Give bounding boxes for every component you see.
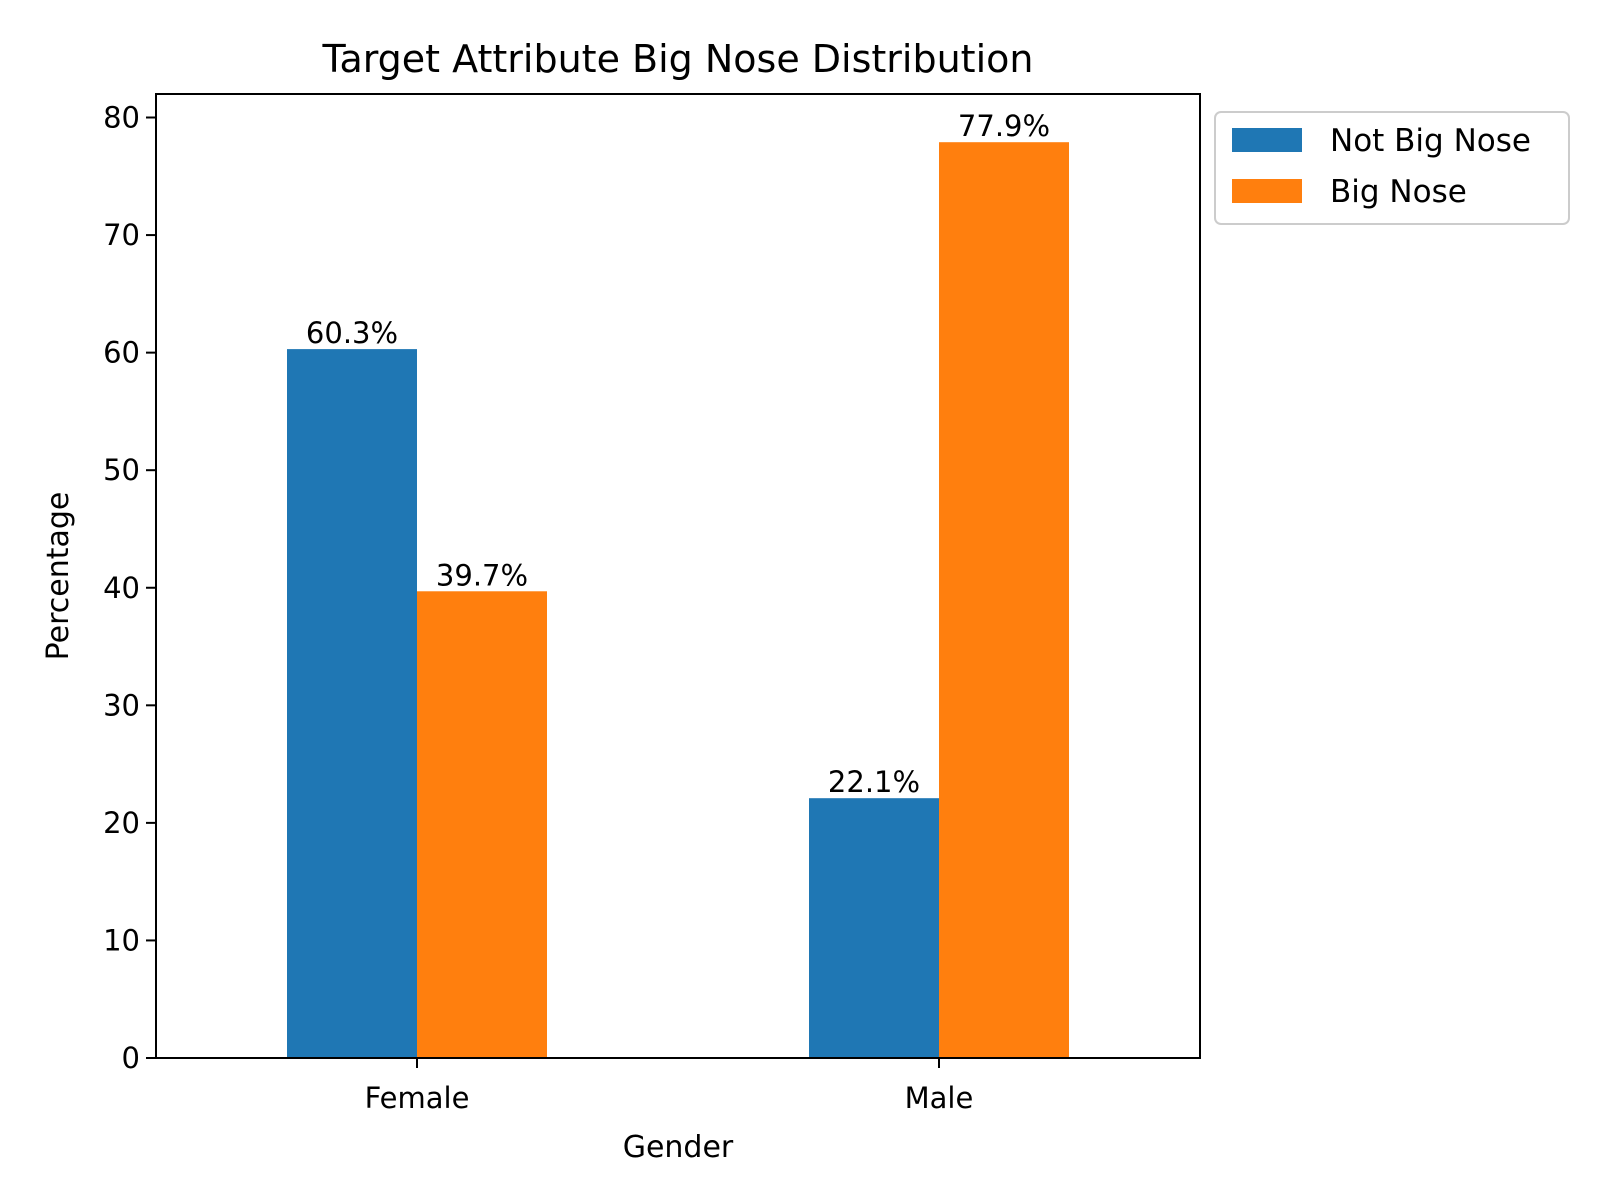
y-tick-label: 60 [103, 336, 140, 370]
y-axis-label: Percentage [41, 492, 76, 661]
data-label: 22.1% [828, 765, 920, 799]
bars-layer [287, 142, 1069, 1059]
bar-female-series-0 [287, 349, 417, 1059]
data-label: 39.7% [436, 558, 528, 592]
data-label: 60.3% [306, 316, 398, 350]
legend-label: Big Nose [1330, 174, 1467, 210]
y-tick-label: 30 [103, 688, 140, 722]
data-labels-layer: 60.3% 22.1% 39.7% 77.9% [306, 109, 1050, 799]
y-tick-label: 40 [103, 571, 140, 605]
plot-area-frame [155, 93, 1201, 1059]
y-axis: 0 10 20 30 40 50 60 70 80 [103, 101, 156, 1075]
bar-male-series-1 [939, 142, 1069, 1058]
legend: Not Big Nose Big Nose [1214, 111, 1570, 225]
bar-female-series-1 [417, 591, 547, 1058]
x-tick-label: Male [905, 1081, 974, 1115]
y-tick-label: 80 [103, 101, 140, 135]
y-tick-label: 70 [103, 218, 140, 252]
y-tick-label: 0 [122, 1041, 140, 1075]
legend-label: Not Big Nose [1330, 123, 1531, 159]
legend-swatch [1232, 128, 1302, 152]
x-axis-label: Gender [623, 1130, 734, 1165]
bar-male-series-0 [809, 798, 939, 1058]
x-tick-label: Female [365, 1081, 470, 1115]
y-tick-label: 50 [103, 453, 140, 487]
legend-swatch [1232, 179, 1302, 203]
y-tick-label: 20 [103, 806, 140, 840]
chart-title: Target Attribute Big Nose Distribution [322, 37, 1034, 81]
legend-box [1214, 111, 1570, 225]
y-tick-label: 10 [103, 923, 140, 957]
data-label: 77.9% [958, 109, 1050, 143]
x-axis: Female Male [365, 1058, 974, 1115]
